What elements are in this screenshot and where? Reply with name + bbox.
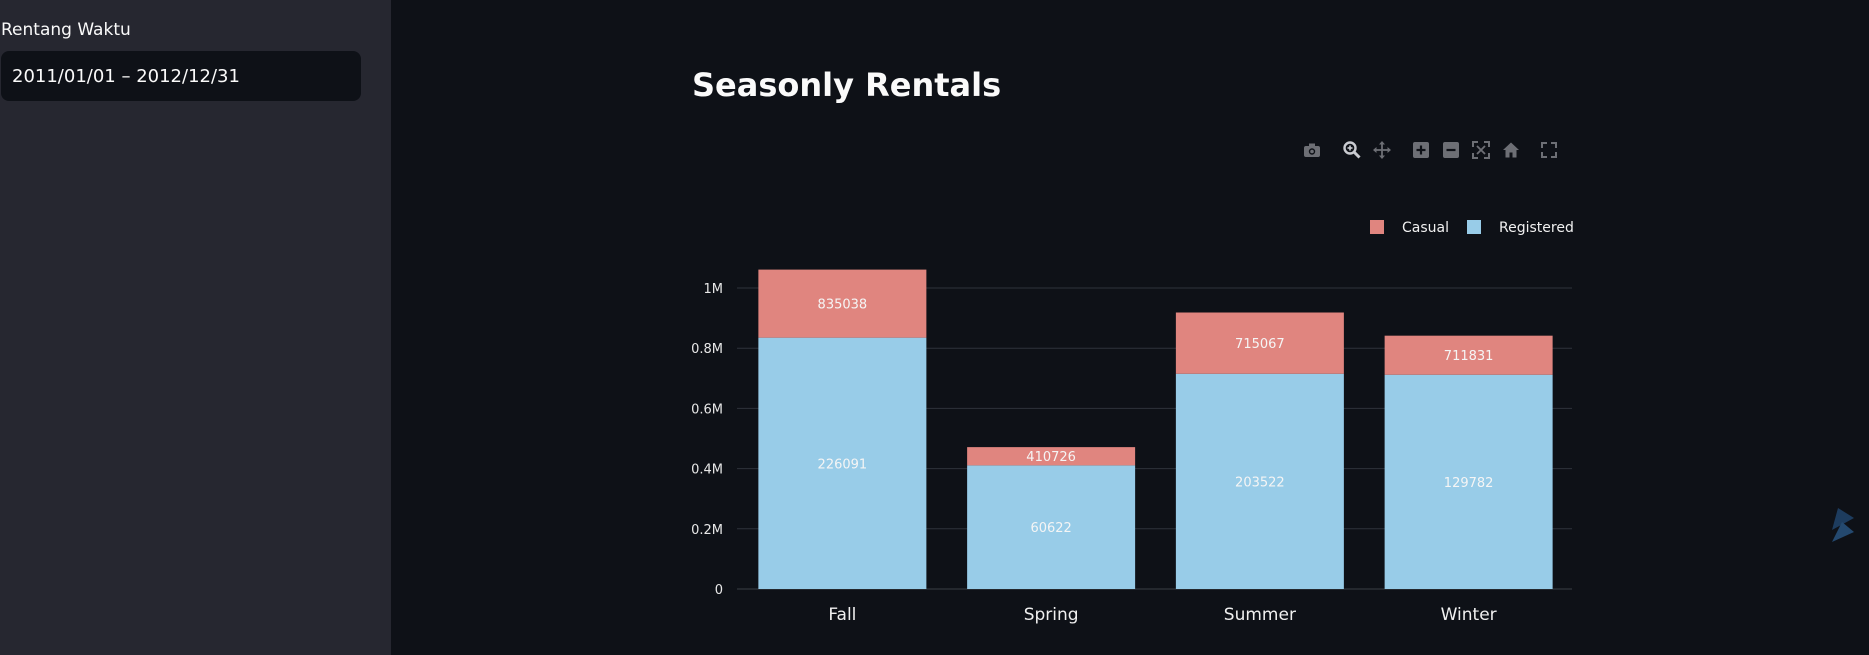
bar-registered bbox=[967, 465, 1136, 589]
x-tick-label: Spring bbox=[1024, 605, 1079, 625]
chart-modebar bbox=[1300, 138, 1570, 162]
y-tick-label: 0.6M bbox=[691, 402, 723, 417]
chart-title: Seasonly Rentals bbox=[692, 66, 1002, 104]
bar-registered bbox=[758, 337, 927, 589]
fullscreen-icon[interactable] bbox=[1537, 138, 1561, 162]
date-range-value: 2011/01/01 – 2012/12/31 bbox=[12, 65, 240, 87]
bar-registered bbox=[1175, 373, 1344, 589]
legend-swatch bbox=[1467, 220, 1481, 234]
y-tick-label: 0.4M bbox=[691, 463, 723, 478]
y-tick-label: 0 bbox=[715, 583, 723, 598]
bar-casual bbox=[1384, 335, 1553, 375]
legend-label: Casual bbox=[1402, 220, 1449, 236]
data-label-registered: 203522 bbox=[1235, 475, 1285, 490]
data-label-registered: 60622 bbox=[1030, 521, 1071, 536]
legend-swatch bbox=[1370, 220, 1384, 234]
date-range-input[interactable]: 2011/01/01 – 2012/12/31 bbox=[1, 51, 361, 101]
bar-casual bbox=[1175, 312, 1344, 374]
camera-icon[interactable] bbox=[1300, 138, 1324, 162]
data-label-casual: 835038 bbox=[818, 298, 868, 313]
bar-registered bbox=[1384, 374, 1553, 589]
bar-casual bbox=[967, 447, 1136, 466]
legend-label: Registered bbox=[1499, 220, 1574, 236]
autoscale-icon[interactable] bbox=[1469, 138, 1493, 162]
zoom-in-icon[interactable] bbox=[1409, 138, 1433, 162]
zoom-out-icon[interactable] bbox=[1439, 138, 1463, 162]
home-icon[interactable] bbox=[1499, 138, 1523, 162]
zoom-icon[interactable] bbox=[1340, 138, 1364, 162]
date-range-label: Rentang Waktu bbox=[1, 20, 131, 40]
data-label-casual: 715067 bbox=[1235, 337, 1285, 352]
data-label-registered: 129782 bbox=[1444, 476, 1494, 491]
y-tick-label: 1M bbox=[704, 282, 724, 297]
data-label-casual: 711831 bbox=[1444, 349, 1494, 364]
sidebar: Rentang Waktu 2011/01/01 – 2012/12/31 bbox=[0, 0, 391, 655]
x-tick-label: Winter bbox=[1441, 605, 1497, 625]
data-label-registered: 226091 bbox=[818, 457, 868, 472]
streamlit-status-icon bbox=[1832, 508, 1854, 542]
y-tick-label: 0.8M bbox=[691, 342, 723, 357]
data-label-casual: 410726 bbox=[1026, 450, 1076, 465]
y-tick-label: 0.2M bbox=[691, 523, 723, 538]
x-tick-label: Summer bbox=[1224, 605, 1296, 625]
pan-icon[interactable] bbox=[1370, 138, 1394, 162]
x-tick-label: Fall bbox=[828, 605, 856, 625]
bar-casual bbox=[758, 269, 927, 338]
